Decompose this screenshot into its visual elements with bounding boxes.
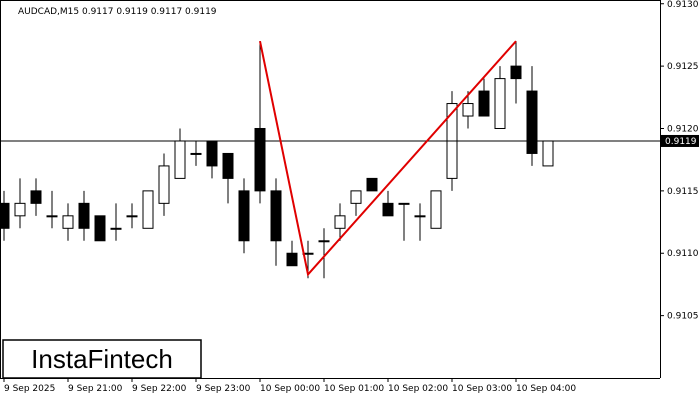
candle-body bbox=[174, 140, 186, 179]
candle-body bbox=[30, 190, 42, 204]
candle-body bbox=[478, 90, 490, 117]
candle-body bbox=[414, 215, 426, 218]
y-tick-label: 0.9105 bbox=[667, 312, 699, 322]
pattern-line bbox=[259, 40, 517, 277]
price-tag bbox=[661, 134, 699, 147]
candle-body bbox=[222, 152, 234, 179]
x-tick-label: 10 Sep 03:00 bbox=[452, 384, 512, 394]
y-tick-label: 0.9125 bbox=[667, 62, 699, 72]
candle-body bbox=[366, 177, 378, 192]
candle-body bbox=[94, 215, 106, 242]
price-label: 0.9119 bbox=[665, 137, 697, 147]
x-tick-label: 10 Sep 00:00 bbox=[260, 384, 320, 394]
y-tick-label: 0.9120 bbox=[667, 124, 699, 134]
candle-body bbox=[254, 127, 266, 192]
candle-body bbox=[350, 190, 362, 204]
candle-body bbox=[398, 202, 410, 205]
x-tick-label: 9 Sep 2025 bbox=[4, 384, 55, 394]
candle-body bbox=[526, 90, 538, 154]
x-tick-label: 10 Sep 02:00 bbox=[388, 384, 448, 394]
y-tick-label: 0.9110 bbox=[667, 249, 699, 259]
candle-body bbox=[382, 202, 394, 217]
candle-body bbox=[0, 202, 10, 229]
x-tick-label: 10 Sep 01:00 bbox=[324, 384, 384, 394]
candle-body bbox=[334, 215, 346, 229]
chart-title: AUDCAD,M15 0.9117 0.9119 0.9117 0.9119 bbox=[18, 7, 217, 17]
candle-body bbox=[510, 65, 522, 80]
candle-body bbox=[462, 103, 474, 117]
candle-body bbox=[286, 252, 298, 267]
candle-body bbox=[494, 78, 506, 129]
candle-body bbox=[126, 215, 138, 218]
logo-box bbox=[2, 339, 202, 379]
candle-body bbox=[110, 227, 122, 230]
x-tick-label: 9 Sep 23:00 bbox=[196, 384, 251, 394]
candle-body bbox=[142, 190, 154, 229]
candle-body bbox=[270, 190, 282, 242]
y-tick-label: 0.9130 bbox=[667, 0, 699, 10]
candle-body bbox=[238, 190, 250, 242]
logo: InstaFintech bbox=[31, 344, 173, 374]
candle-body bbox=[190, 152, 202, 155]
candle-body bbox=[542, 140, 554, 167]
candle-body bbox=[62, 215, 74, 229]
candle-body bbox=[206, 140, 218, 167]
candle-body bbox=[78, 202, 90, 229]
x-tick-label: 10 Sep 04:00 bbox=[516, 384, 576, 394]
candle-body bbox=[14, 202, 26, 217]
y-tick-label: 0.9115 bbox=[667, 187, 699, 197]
x-tick-label: 9 Sep 21:00 bbox=[68, 384, 123, 394]
candle-body bbox=[318, 240, 330, 243]
candle-body bbox=[46, 215, 58, 218]
candle-body bbox=[430, 190, 442, 229]
x-tick-label: 9 Sep 22:00 bbox=[132, 384, 187, 394]
candle-body bbox=[158, 165, 170, 204]
